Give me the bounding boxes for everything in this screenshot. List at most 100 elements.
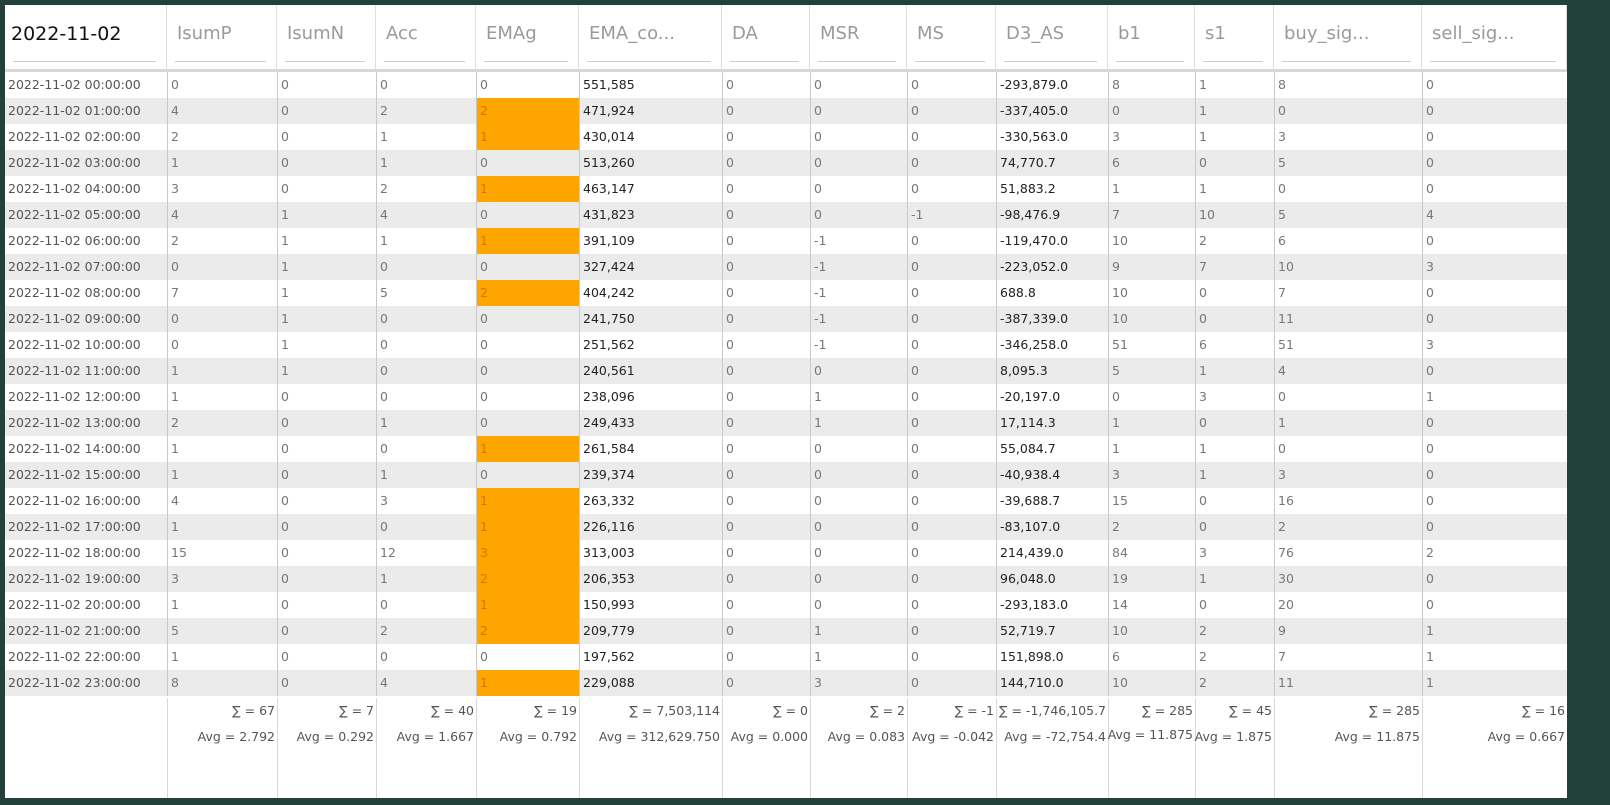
table-row[interactable]: 2022-11-02 21:00:00 5 0 2 2 209,779 0 1 0 52,719.… [5, 618, 1567, 644]
column-header-label: s1 [1205, 23, 1226, 44]
column-header[interactable]: IsumP [167, 5, 277, 69]
table-cell: 151,898.0 [996, 644, 1108, 670]
table-row[interactable]: 2022-11-02 00:00:00 0 0 0 0 551,585 0 0 0 -293,87… [5, 72, 1567, 98]
row-timestamp: 2022-11-02 00:00:00 [8, 77, 141, 92]
footer-sum: ∑ = -1 [954, 703, 994, 718]
table-row[interactable]: 2022-11-02 15:00:00 1 0 1 0 239,374 0 0 0 -40,938… [5, 462, 1567, 488]
row-timestamp: 2022-11-02 08:00:00 [8, 285, 141, 300]
column-header[interactable]: 2022-11-02 [5, 5, 167, 69]
table-cell: 4 [167, 488, 277, 514]
column-header-label: EMAg [486, 23, 537, 44]
table-cell: 2 [1195, 670, 1274, 696]
table-cell: 0 [810, 150, 907, 176]
table-cell: 3 [167, 176, 277, 202]
row-timestamp: 2022-11-02 01:00:00 [8, 103, 141, 118]
table-row[interactable]: 2022-11-02 13:00:00 2 0 1 0 249,433 0 1 0 17,114.… [5, 410, 1567, 436]
table-cell: 1 [476, 124, 579, 150]
table-cell: 0 [1195, 280, 1274, 306]
table-cell: 0 [722, 462, 810, 488]
table-row[interactable]: 2022-11-02 04:00:00 3 0 2 1 463,147 0 0 0 51,883.… [5, 176, 1567, 202]
column-header[interactable]: sell_sig... [1422, 5, 1567, 69]
column-header[interactable]: D3_AS [996, 5, 1108, 69]
table-row[interactable]: 2022-11-02 17:00:00 1 0 0 1 226,116 0 0 0 -83,107… [5, 514, 1567, 540]
table-cell: -39,688.7 [996, 488, 1108, 514]
table-row[interactable]: 2022-11-02 23:00:00 8 0 4 1 229,088 0 3 0 144,710… [5, 670, 1567, 696]
column-header[interactable]: IsumN [277, 5, 376, 69]
column-header[interactable]: b1 [1108, 5, 1195, 69]
table-cell: 0 [810, 358, 907, 384]
table-row[interactable]: 2022-11-02 05:00:00 4 1 4 0 431,823 0 0 -1 -98,47… [5, 202, 1567, 228]
table-cell: 4 [1422, 202, 1567, 228]
table-row[interactable]: 2022-11-02 06:00:00 2 1 1 1 391,109 0 -1 0 -119,4… [5, 228, 1567, 254]
table-cell: 1 [1195, 436, 1274, 462]
table-cell: 15 [1108, 488, 1195, 514]
table-cell: 391,109 [579, 228, 722, 254]
table-cell: 1 [1274, 410, 1422, 436]
table-cell: 0 [476, 332, 579, 358]
table-row[interactable]: 2022-11-02 19:00:00 3 0 1 2 206,353 0 0 0 96,048.… [5, 566, 1567, 592]
table-cell: 0 [376, 358, 476, 384]
footer-stats-cell: ∑ = 45 Avg = 1.875 [1195, 698, 1274, 798]
table-cell: 209,779 [579, 618, 722, 644]
column-header-label: DA [732, 23, 758, 44]
table-cell: 0 [907, 358, 996, 384]
table-cell: 1 [277, 254, 376, 280]
table-cell: 0 [722, 72, 810, 98]
table-row[interactable]: 2022-11-02 01:00:00 4 0 2 2 471,924 0 0 0 -337,40… [5, 98, 1567, 124]
table-cell: -1 [810, 280, 907, 306]
table-cell: 1 [1108, 436, 1195, 462]
table-cell: 2 [1422, 540, 1567, 566]
table-cell: 150,993 [579, 592, 722, 618]
column-header[interactable]: MSR [810, 5, 907, 69]
table-row[interactable]: 2022-11-02 14:00:00 1 0 0 1 261,584 0 0 0 55,084.… [5, 436, 1567, 462]
table-row[interactable]: 2022-11-02 11:00:00 1 1 0 0 240,561 0 0 0 8,095.3… [5, 358, 1567, 384]
table-row[interactable]: 2022-11-02 12:00:00 1 0 0 0 238,096 0 1 0 -20,197… [5, 384, 1567, 410]
table-cell: 0 [810, 72, 907, 98]
table-row[interactable]: 2022-11-02 07:00:00 0 1 0 0 327,424 0 -1 0 -223,0… [5, 254, 1567, 280]
table-row[interactable]: 2022-11-02 09:00:00 0 1 0 0 241,750 0 -1 0 -387,3… [5, 306, 1567, 332]
table-cell: 10 [1108, 618, 1195, 644]
column-header[interactable]: EMA_co... [579, 5, 722, 69]
table-cell: 0 [722, 540, 810, 566]
table-cell: -346,258.0 [996, 332, 1108, 358]
table-cell: 10 [1108, 228, 1195, 254]
table-row[interactable]: 2022-11-02 22:00:00 1 0 0 0 197,562 0 1 0 151,898… [5, 644, 1567, 670]
column-header[interactable]: MS [907, 5, 996, 69]
column-header[interactable]: Acc [376, 5, 476, 69]
table-row[interactable]: 2022-11-02 08:00:00 7 1 5 2 404,242 0 -1 0 688.8 1… [5, 280, 1567, 306]
column-filter-underline [13, 61, 156, 62]
table-cell: 0 [167, 306, 277, 332]
table-cell: -20,197.0 [996, 384, 1108, 410]
table-row[interactable]: 2022-11-02 18:00:00 15 0 12 3 313,003 0 0 0 214,4… [5, 540, 1567, 566]
table-cell: 0 [1422, 280, 1567, 306]
table-cell: 1 [1108, 176, 1195, 202]
row-timestamp: 2022-11-02 10:00:00 [8, 337, 141, 352]
table-row[interactable]: 2022-11-02 03:00:00 1 0 1 0 513,260 0 0 0 74,770.… [5, 150, 1567, 176]
column-header[interactable]: DA [722, 5, 810, 69]
table-cell: 0 [907, 306, 996, 332]
footer-avg: Avg = 0.083 [827, 729, 905, 744]
table-cell: 10 [1195, 202, 1274, 228]
column-header[interactable]: s1 [1195, 5, 1274, 69]
table-row[interactable]: 2022-11-02 10:00:00 0 1 0 0 251,562 0 -1 0 -346,2… [5, 332, 1567, 358]
table-cell: 9 [1274, 618, 1422, 644]
table-cell: 0 [1108, 384, 1195, 410]
column-header-label: D3_AS [1006, 23, 1065, 44]
table-cell: 0 [1422, 72, 1567, 98]
footer-stats-cell: ∑ = 19 Avg = 0.792 [476, 698, 579, 798]
row-timestamp: 2022-11-02 14:00:00 [8, 441, 141, 456]
row-timestamp: 2022-11-02 21:00:00 [8, 623, 141, 638]
table-cell: 4 [167, 98, 277, 124]
table-row[interactable]: 2022-11-02 20:00:00 1 0 0 1 150,993 0 0 0 -293,18… [5, 592, 1567, 618]
table-cell: 0 [722, 514, 810, 540]
footer-avg: Avg = 0.667 [1487, 729, 1565, 744]
column-header[interactable]: buy_sig... [1274, 5, 1422, 69]
table-cell: 0 [476, 644, 579, 670]
table-row[interactable]: 2022-11-02 02:00:00 2 0 1 1 430,014 0 0 0 -330,56… [5, 124, 1567, 150]
table-cell: 1 [810, 384, 907, 410]
table-row[interactable]: 2022-11-02 16:00:00 4 0 3 1 263,332 0 0 0 -39,688… [5, 488, 1567, 514]
column-filter-underline [587, 61, 711, 62]
row-timestamp: 2022-11-02 05:00:00 [8, 207, 141, 222]
table-cell: 0 [810, 592, 907, 618]
column-header[interactable]: EMAg [476, 5, 579, 69]
